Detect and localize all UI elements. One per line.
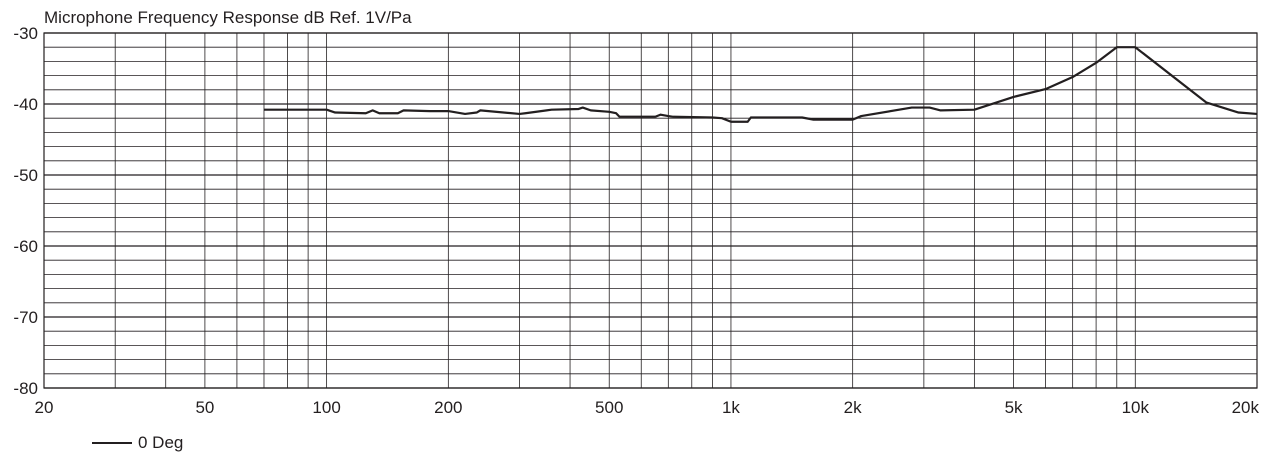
- series-line-0-deg: [263, 46, 1258, 123]
- y-tick-label: -80: [13, 379, 38, 398]
- x-tick-label: 20k: [1232, 398, 1260, 417]
- chart-title: Microphone Frequency Response dB Ref. 1V…: [44, 8, 412, 27]
- plot-frame: [43, 32, 1258, 389]
- y-tick-labels: -30 -40 -50 -60 -70 -80: [13, 24, 38, 398]
- series-layer: [263, 46, 1258, 123]
- x-tick-label: 20: [35, 398, 54, 417]
- x-tick-labels: 20 50 100 200 500 1k 2k 5k 10k 20k: [35, 398, 1260, 417]
- x-tick-label: 5k: [1005, 398, 1023, 417]
- x-tick-label: 50: [195, 398, 214, 417]
- x-tick-label: 500: [595, 398, 623, 417]
- x-tick-label: 1k: [722, 398, 740, 417]
- legend-line-swatch: [92, 442, 132, 444]
- grid: [43, 32, 1258, 389]
- y-tick-label: -30: [13, 24, 38, 43]
- x-tick-label: 2k: [844, 398, 862, 417]
- x-tick-label: 100: [312, 398, 340, 417]
- y-tick-label: -70: [13, 308, 38, 327]
- x-tick-label: 10k: [1122, 398, 1150, 417]
- legend-label: 0 Deg: [138, 433, 184, 452]
- y-tick-label: -60: [13, 237, 38, 256]
- legend: 0 Deg: [92, 433, 183, 453]
- x-tick-label: 200: [434, 398, 462, 417]
- y-tick-label: -40: [13, 95, 38, 114]
- y-tick-label: -50: [13, 166, 38, 185]
